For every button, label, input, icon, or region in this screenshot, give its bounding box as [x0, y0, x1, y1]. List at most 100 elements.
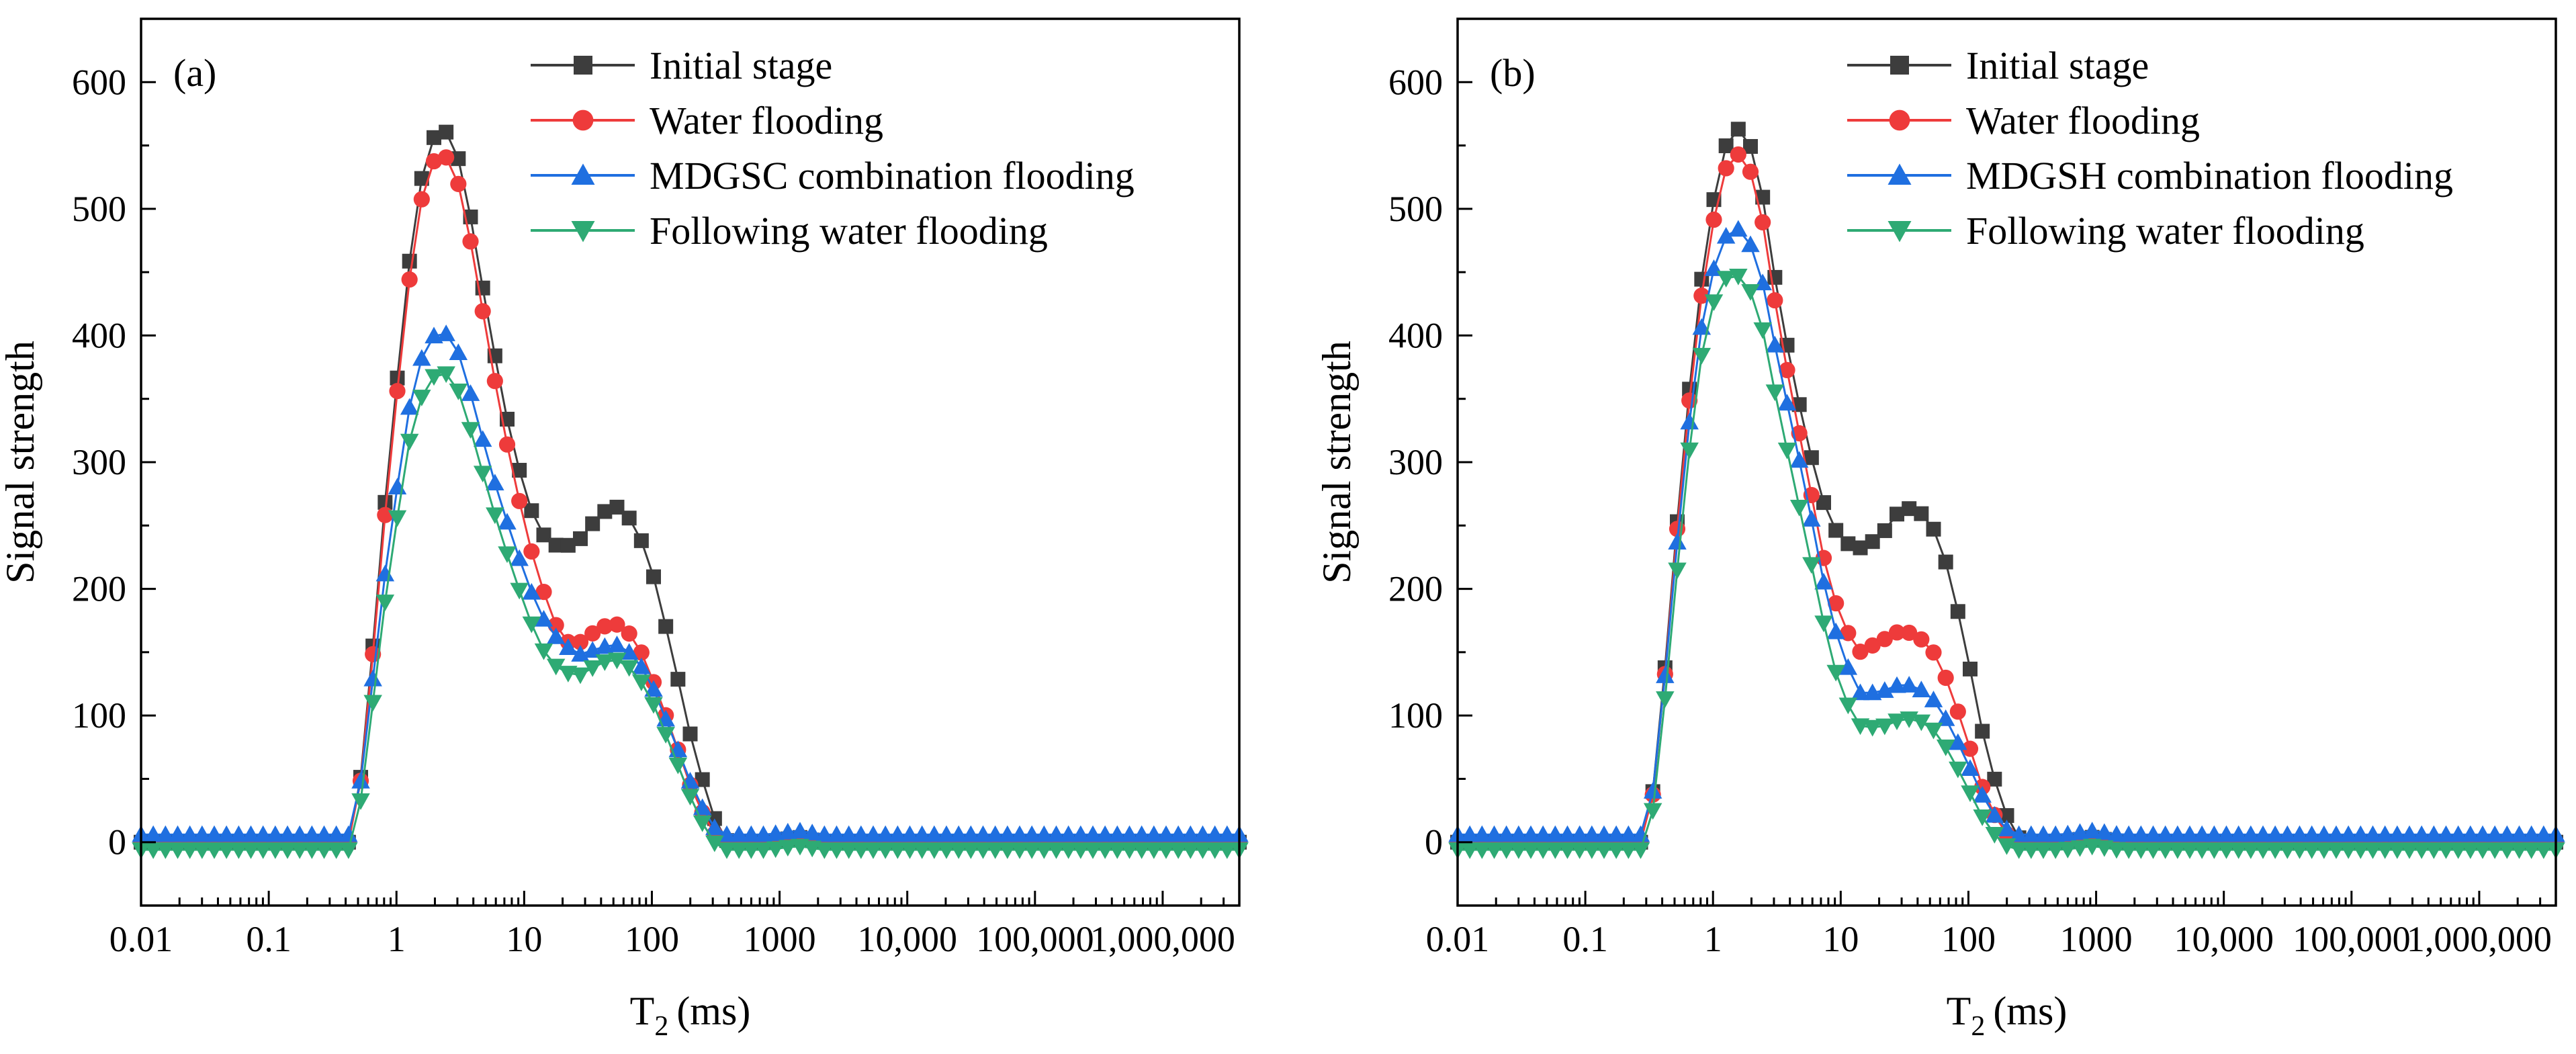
data-point: [961, 842, 981, 859]
data-point: [2107, 825, 2126, 842]
data-point: [414, 171, 429, 186]
data-point: [437, 324, 455, 341]
legend-label: Water flooding: [650, 99, 883, 142]
data-point: [1961, 740, 1979, 757]
data-point: [2339, 825, 2358, 842]
data-point: [290, 825, 309, 842]
data-point: [2412, 825, 2431, 842]
data-point: [1865, 534, 1880, 550]
data-point: [1828, 523, 1844, 538]
data-point: [1497, 842, 1516, 859]
data-point: [1680, 442, 1699, 459]
data-point: [1583, 825, 1601, 842]
x-tick-label: 1000: [744, 919, 816, 959]
data-point: [2363, 842, 2383, 859]
x-tick-label: 10,000: [2174, 919, 2274, 959]
legend-label: Water flooding: [1966, 99, 2200, 142]
data-point: [607, 635, 627, 652]
data-point: [949, 825, 968, 842]
data-point: [2046, 825, 2065, 842]
data-point: [621, 511, 637, 526]
data-point: [2351, 842, 2370, 859]
data-point: [2217, 825, 2236, 842]
data-point: [1643, 781, 1662, 799]
data-point: [1924, 722, 1943, 740]
data-point: [302, 825, 322, 842]
data-point: [2448, 842, 2468, 859]
data-point: [1987, 771, 2002, 787]
data-point: [559, 638, 578, 656]
data-point: [949, 842, 968, 859]
data-point: [1668, 533, 1687, 550]
data-point: [1718, 138, 1734, 154]
data-point: [1460, 825, 1479, 842]
data-point: [1804, 450, 1819, 466]
data-point: [412, 349, 431, 366]
y-tick-label: 300: [72, 442, 126, 482]
data-point: [925, 825, 944, 842]
data-point: [1949, 733, 1967, 750]
data-point: [633, 533, 649, 548]
data-point: [473, 430, 492, 447]
data-point: [1145, 842, 1163, 859]
data-point: [2522, 825, 2541, 842]
x-tick-label: 1,000,000: [2407, 919, 2552, 959]
data-point: [1997, 820, 2016, 836]
data-point: [1973, 809, 1992, 826]
data-point: [438, 149, 455, 166]
y-tick-label: 400: [72, 315, 126, 355]
data-point: [241, 825, 261, 842]
data-point: [2156, 842, 2175, 859]
legend-marker: [1887, 221, 1912, 243]
data-point: [390, 370, 405, 386]
data-point: [998, 825, 1017, 842]
legend-marker: [1890, 56, 1909, 75]
data-point: [156, 842, 175, 859]
data-point: [1914, 506, 1929, 521]
data-point: [2107, 842, 2126, 859]
data-point: [474, 303, 491, 320]
data-point: [973, 825, 993, 842]
data-point: [2119, 842, 2138, 859]
x-tick-label: 1000: [2060, 919, 2133, 959]
data-point: [1718, 160, 1734, 177]
y-tick-label: 500: [1388, 189, 1443, 229]
y-axis-label: Signal strength: [0, 341, 42, 584]
data-point: [572, 633, 589, 650]
data-point: [656, 727, 675, 744]
data-point: [658, 619, 674, 634]
data-point: [2497, 825, 2517, 842]
data-point: [1742, 163, 1759, 180]
data-point: [2436, 825, 2456, 842]
data-point: [2205, 825, 2224, 842]
data-point: [2424, 842, 2444, 859]
data-point: [1570, 825, 1589, 842]
data-point: [1108, 825, 1127, 842]
data-point: [695, 772, 710, 787]
data-point: [1888, 624, 1906, 641]
data-point: [1743, 138, 1758, 154]
data-point: [1949, 761, 1967, 779]
data-point: [461, 422, 480, 439]
x-tick-label: 0.1: [246, 919, 292, 959]
data-point: [1132, 842, 1151, 859]
data-point: [1022, 842, 1041, 859]
data-point: [1509, 842, 1528, 859]
data-point: [1558, 842, 1577, 859]
data-point: [1753, 322, 1772, 339]
data-point: [2143, 842, 2163, 859]
data-point: [413, 191, 430, 208]
y-axis-label: Signal strength: [1315, 341, 1359, 584]
data-point: [1949, 703, 1966, 720]
series-2: [1448, 220, 2565, 842]
x-label-unit: (ms): [1993, 989, 2067, 1033]
data-point: [1047, 842, 1066, 859]
data-point: [1875, 718, 1894, 736]
panel-label: (a): [173, 51, 216, 95]
x-tick-label: 100,000: [2293, 919, 2411, 959]
data-point: [1913, 631, 1930, 648]
data-point: [1877, 523, 1892, 538]
y-tick-label: 0: [1425, 822, 1443, 863]
data-point: [524, 503, 539, 519]
